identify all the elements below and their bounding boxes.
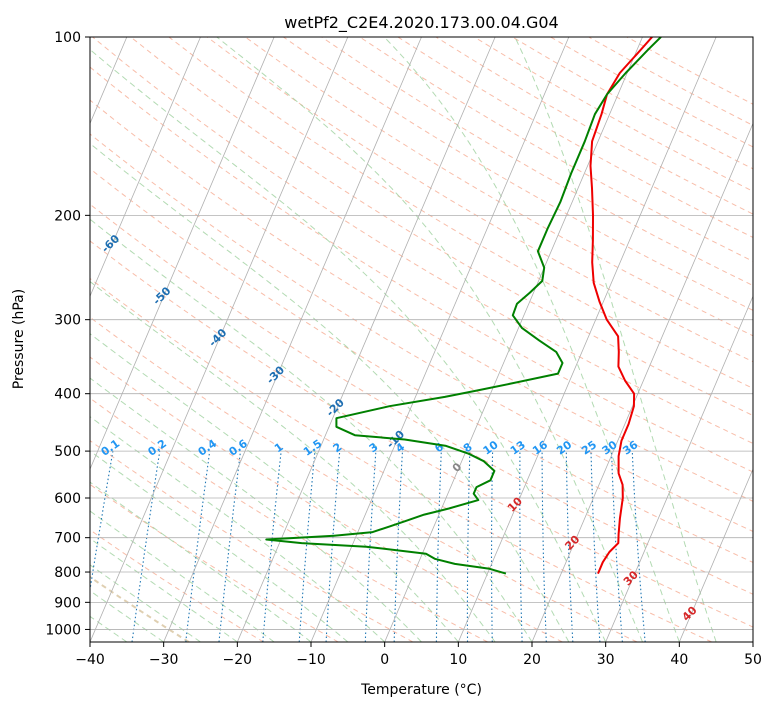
y-tick-label: 900 — [54, 595, 81, 611]
moist-adiabat-line — [90, 281, 496, 642]
x-tick-label: −20 — [223, 652, 253, 668]
y-tick-label: 700 — [54, 531, 81, 547]
moist-adiabat-line — [514, 37, 717, 642]
mixing-ratio-line — [631, 451, 646, 642]
x-tick-label: 0 — [380, 652, 389, 668]
moist-adiabat-line — [90, 142, 570, 642]
moist-adiabat-line — [90, 537, 238, 642]
x-tick-label: 20 — [523, 652, 541, 668]
isobars — [90, 37, 753, 630]
x-tick-label: −30 — [149, 652, 179, 668]
isotherm-line — [384, 37, 643, 642]
chart-title: wetPf2_C2E4.2020.173.00.04.G04 — [284, 13, 558, 33]
dry-adiabats — [90, 37, 753, 642]
x-tick-label: 40 — [670, 652, 688, 668]
isotherm-line — [90, 37, 275, 471]
x-tick-label: −10 — [296, 652, 326, 668]
temperature-line — [589, 37, 653, 574]
mixing-ratio-line — [185, 451, 211, 642]
mixing-ratio-line — [218, 451, 242, 642]
moist-adiabat-line — [90, 333, 459, 642]
dry-adiabat-line — [130, 37, 753, 417]
y-axis-label: Pressure (hPa) — [11, 289, 27, 389]
mixing-ratio-line — [90, 451, 114, 594]
dry-adiabat-line — [90, 397, 488, 642]
dry-adiabat-line — [90, 203, 753, 595]
moist-adiabat-line — [90, 481, 312, 642]
isotherm-line — [531, 122, 753, 642]
x-tick-label: 30 — [597, 652, 615, 668]
isotherm-line — [163, 37, 422, 642]
profile-lines — [265, 37, 662, 575]
x-tick-label: −40 — [75, 652, 105, 668]
plot-frame — [89, 36, 754, 643]
dry-adiabat-line — [90, 66, 753, 473]
y-tick-label: 1000 — [45, 622, 81, 638]
isotherm-line — [90, 37, 349, 642]
moist-adiabat-line — [90, 510, 275, 642]
moist-adiabat-line — [90, 590, 164, 642]
dewpoint-line — [265, 37, 662, 575]
x-axis-label: Temperature (°C) — [360, 682, 482, 698]
x-tick-label: 50 — [744, 652, 762, 668]
dry-adiabat-line — [90, 240, 753, 628]
x-tick-label: 10 — [449, 652, 467, 668]
dry-adiabat-line — [90, 483, 339, 642]
dry-adiabat-line — [90, 168, 753, 563]
x-axis: −40 −30 −20 −10 0 10 20 30 40 50 — [75, 642, 762, 668]
y-tick-label: 200 — [54, 208, 81, 224]
isotherms — [90, 37, 753, 642]
moist-adiabat-line — [216, 37, 643, 642]
dry-adiabat-line — [90, 356, 563, 642]
moist-adiabat-line — [90, 377, 422, 642]
mixing-ratio-line — [262, 451, 282, 642]
y-tick-label: 800 — [54, 565, 81, 581]
dry-adiabat-line — [90, 439, 414, 642]
isotherm-line — [310, 37, 570, 642]
isotherm-line — [605, 295, 753, 642]
moist-adiabat-line — [90, 564, 201, 642]
y-tick-label: 300 — [54, 313, 81, 329]
y-tick-label: 500 — [54, 444, 81, 460]
mixing-ratio-line — [298, 451, 316, 642]
dry-adiabat-line — [90, 133, 753, 533]
y-tick-label: 100 — [54, 30, 81, 46]
y-axis: 100 200 300 400 500 600 700 800 900 1000 — [45, 30, 90, 638]
moist-adiabats — [90, 37, 717, 642]
dry-adiabat-line — [283, 37, 753, 311]
isotherm-line — [678, 468, 753, 642]
moist-adiabat-line — [90, 48, 607, 642]
y-tick-label: 400 — [54, 387, 81, 403]
isotherm-line — [90, 37, 201, 298]
isotherm-line — [457, 37, 717, 642]
y-tick-label: 600 — [54, 491, 81, 507]
moist-adiabat-line — [90, 416, 386, 642]
